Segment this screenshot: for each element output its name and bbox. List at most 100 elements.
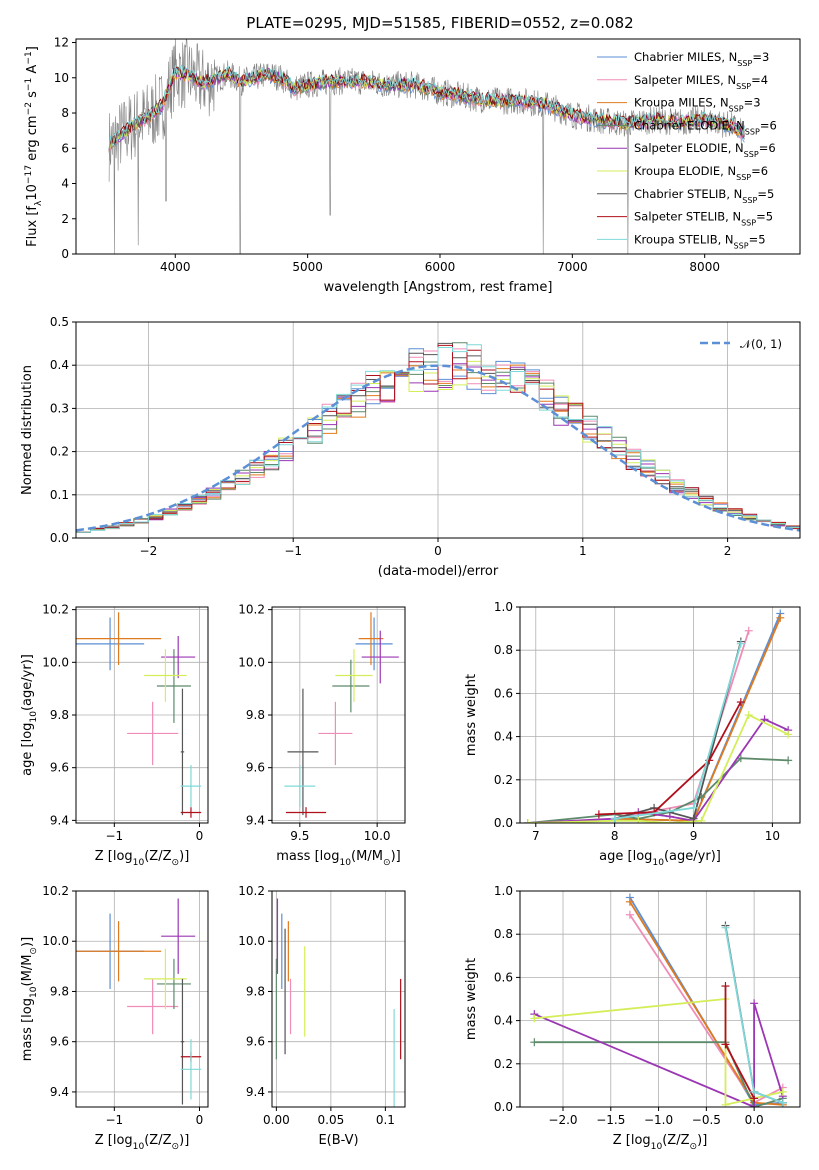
y-tick-label: 10.0 bbox=[238, 934, 265, 948]
x-tick-label: −0.5 bbox=[692, 1113, 721, 1127]
y-axis-label: Flux [fλ10−17 erg cm−2 s−1 A−1] bbox=[24, 46, 44, 247]
x-tick-label: 0.1 bbox=[376, 1113, 395, 1127]
legend-label: Kroupa ELODIE, NSSP=6 bbox=[634, 164, 768, 182]
histogram-6 bbox=[76, 342, 800, 533]
axes-residuals: −2 −1 0 1 2 0.0 0.1 0.2 0.3 0.4 0.5 (data-model)/er… bbox=[20, 315, 801, 579]
plot-area-age_vs_mass bbox=[284, 612, 399, 818]
x-tick-label: 4000 bbox=[160, 260, 191, 274]
x-axis-label: wavelength [Angstrom, rest frame] bbox=[324, 280, 553, 295]
axes-spectrum: 4000 5000 6000 7000 8000 0 2 4 6 8 10 12 wavelength … bbox=[24, 36, 801, 295]
x-tick-label: −2.0 bbox=[548, 1113, 577, 1127]
x-tick-label: 9 bbox=[690, 829, 698, 843]
weight-line-5 bbox=[527, 713, 789, 823]
legend-label: Chabrier MILES, NSSP=3 bbox=[634, 50, 769, 68]
legend-label: Chabrier STELIB, NSSP=5 bbox=[634, 187, 774, 205]
y-tick-label: 0.4 bbox=[50, 358, 69, 372]
x-tick-label: −1 bbox=[284, 544, 302, 558]
y-tick-label: 8 bbox=[61, 106, 69, 120]
y-axis-label: age [log10(age/yr)] bbox=[20, 654, 39, 776]
weight-line-7 bbox=[598, 701, 742, 816]
axes-weight_vs_age: 7 8 9 10 0.0 0.2 0.4 0.6 0.8 1.0 age [log10(age/yr… bbox=[464, 600, 801, 868]
axes-frame bbox=[271, 890, 406, 1108]
x-tick-label: 10.0 bbox=[364, 829, 391, 843]
y-tick-label: 10.2 bbox=[238, 603, 265, 617]
x-tick-label: −1 bbox=[105, 829, 123, 843]
y-tick-label: 1.0 bbox=[494, 600, 513, 614]
weight-line-4 bbox=[533, 1003, 784, 1107]
y-tick-label: 0.0 bbox=[494, 1100, 513, 1114]
y-tick-label: 9.6 bbox=[50, 761, 69, 775]
y-tick-label: 0.8 bbox=[494, 927, 513, 941]
axes-frame bbox=[519, 890, 801, 1108]
y-axis-label: mass weight bbox=[464, 958, 479, 1040]
x-tick-label: 10 bbox=[765, 829, 780, 843]
x-tick-label: 0.0 bbox=[745, 1113, 764, 1127]
y-axis-label: Normed distribution bbox=[20, 365, 35, 495]
x-tick-label: 0.05 bbox=[318, 1113, 345, 1127]
y-tick-label: 0.4 bbox=[494, 730, 513, 744]
x-tick-label: 8 bbox=[611, 829, 619, 843]
y-tick-label: 0.1 bbox=[50, 488, 69, 502]
x-tick-label: 0 bbox=[196, 1113, 204, 1127]
y-tick-label: 10.2 bbox=[42, 884, 69, 898]
y-tick-label: 0.2 bbox=[494, 1057, 513, 1071]
weight-line-3 bbox=[534, 1041, 784, 1107]
x-tick-label: 1 bbox=[579, 544, 587, 558]
y-tick-label: 9.8 bbox=[246, 984, 265, 998]
x-tick-label: 7 bbox=[532, 829, 540, 843]
axes-frame bbox=[75, 38, 801, 255]
legend-spectrum: Chabrier MILES, NSSP=3 Salpeter MILES, NS… bbox=[597, 50, 777, 250]
y-tick-label: 0.8 bbox=[494, 643, 513, 657]
axes-frame bbox=[75, 890, 209, 1108]
x-tick-label: 9.5 bbox=[290, 829, 309, 843]
y-tick-label: 0.2 bbox=[494, 773, 513, 787]
x-axis-label: Z [log10(Z/Z⊙)] bbox=[95, 849, 190, 868]
weight-line-8 bbox=[614, 643, 742, 820]
legend-label: Salpeter MILES, NSSP=4 bbox=[634, 73, 768, 91]
plot-area-mass_vs_Z bbox=[76, 898, 202, 1105]
y-tick-label: 9.4 bbox=[50, 1085, 69, 1099]
y-tick-label: 10.0 bbox=[42, 655, 69, 669]
x-tick-label: 6000 bbox=[425, 260, 456, 274]
y-tick-label: 9.8 bbox=[50, 984, 69, 998]
legend-label: 𝒩(0, 1) bbox=[740, 337, 782, 351]
axes-age_vs_Z: −1 0 9.4 9.6 9.8 10.0 10.2 Z [log10(Z/Z⊙)] age [… bbox=[20, 603, 209, 868]
legend-label: Salpeter ELODIE, NSSP=6 bbox=[634, 141, 776, 159]
plot-area-residuals bbox=[76, 342, 800, 533]
plot-area-spectrum bbox=[108, 39, 745, 254]
x-tick-label: 0.00 bbox=[263, 1113, 290, 1127]
y-tick-label: 9.8 bbox=[246, 708, 265, 722]
y-tick-label: 0.6 bbox=[494, 970, 513, 984]
y-axis-label: mass weight bbox=[464, 674, 479, 756]
y-tick-label: 9.6 bbox=[246, 761, 265, 775]
y-tick-label: 0.5 bbox=[50, 315, 69, 329]
axes-mass_vs_ebv: 0.00 0.05 0.1 9.4 9.6 9.8 10.0 10.2 E(B-V) bbox=[238, 884, 406, 1148]
x-axis-label: Z [log10(Z/Z⊙)] bbox=[95, 1133, 190, 1152]
x-tick-label: 0 bbox=[434, 544, 442, 558]
plot-area-age_vs_Z bbox=[76, 612, 202, 818]
plot-area-mass_vs_ebv bbox=[275, 898, 402, 1107]
plot-area-weight_vs_Z bbox=[530, 893, 787, 1107]
y-tick-label: 0.0 bbox=[494, 816, 513, 830]
x-axis-label: Z [log10(Z/Z⊙)] bbox=[613, 1133, 708, 1152]
y-tick-label: 10.0 bbox=[42, 934, 69, 948]
y-tick-label: 9.6 bbox=[246, 1035, 265, 1049]
y-tick-label: 1.0 bbox=[494, 884, 513, 898]
axes-age_vs_mass: 9.5 10.0 9.4 9.6 9.8 10.0 10.2 mass [log10(M/M⊙… bbox=[238, 603, 406, 868]
figure-title: PLATE=0295, MJD=51585, FIBERID=0552, z=0… bbox=[246, 14, 633, 32]
y-tick-label: 0.4 bbox=[494, 1014, 513, 1028]
y-tick-label: 4 bbox=[61, 177, 69, 191]
y-tick-label: 12 bbox=[54, 36, 69, 50]
legend-label: Kroupa STELIB, NSSP=5 bbox=[634, 232, 766, 250]
x-tick-label: −1 bbox=[105, 1113, 123, 1127]
y-tick-label: 9.4 bbox=[50, 813, 69, 827]
x-axis-label: age [log10(age/yr)] bbox=[599, 849, 721, 868]
y-tick-label: 9.8 bbox=[50, 708, 69, 722]
y-tick-label: 0.3 bbox=[50, 401, 69, 415]
y-tick-label: 0 bbox=[61, 247, 69, 261]
y-tick-label: 9.6 bbox=[50, 1035, 69, 1049]
y-tick-label: 10.0 bbox=[238, 655, 265, 669]
plots-container: 4000 5000 6000 7000 8000024681012wavelength … bbox=[20, 36, 801, 1152]
histogram-5 bbox=[76, 360, 800, 533]
